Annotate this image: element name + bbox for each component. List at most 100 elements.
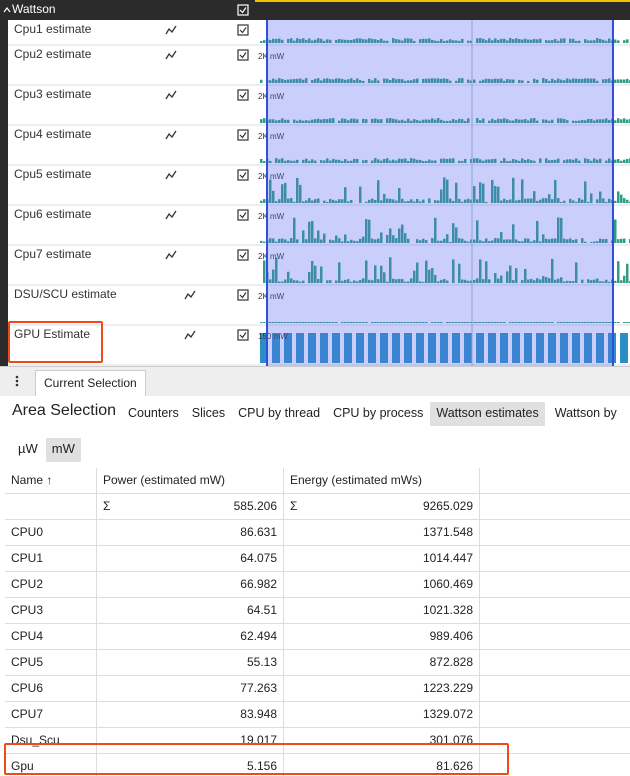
waveform-bar bbox=[329, 198, 332, 203]
waveform-bar bbox=[536, 120, 539, 123]
waveform-bar bbox=[287, 198, 290, 203]
column-header: Power (estimated mW) bbox=[103, 473, 226, 487]
waveform-bar bbox=[602, 322, 605, 323]
waveform-bar bbox=[485, 78, 488, 83]
table: Name ↑ Power (estimated mW) Energy (estima… bbox=[5, 468, 630, 776]
waveform-bar bbox=[308, 38, 311, 43]
waveform-bar bbox=[260, 240, 263, 243]
waveform-bar bbox=[518, 79, 521, 83]
waveform-bar bbox=[311, 221, 314, 243]
waveform-bar bbox=[290, 160, 293, 163]
waveform-bar bbox=[506, 119, 509, 123]
unit-button[interactable]: µW bbox=[18, 441, 38, 456]
checkbox[interactable] bbox=[237, 249, 249, 261]
table-cell: 1329.072 bbox=[284, 702, 480, 727]
waveform-bar bbox=[299, 322, 302, 323]
checkbox[interactable] bbox=[237, 329, 249, 341]
waveform-bar bbox=[353, 79, 356, 83]
waveform-bar bbox=[584, 181, 587, 203]
waveform-bar bbox=[368, 199, 371, 203]
waveform-bar bbox=[383, 158, 386, 163]
checkbox[interactable] bbox=[237, 129, 249, 141]
subtab[interactable]: Slices bbox=[191, 406, 226, 420]
menu-icon[interactable] bbox=[12, 372, 22, 392]
data-row: Gpu 5.156 81.626 bbox=[5, 754, 630, 776]
waveform-bar bbox=[329, 118, 332, 123]
waveform-bar bbox=[500, 160, 503, 163]
checkbox[interactable] bbox=[237, 289, 249, 301]
data-row: CPU3 64.51 1021.328 bbox=[5, 598, 630, 624]
waveform-bar bbox=[461, 119, 464, 123]
subtab[interactable]: Wattson estimates bbox=[430, 402, 545, 426]
column-header: Energy (estimated mWs) bbox=[290, 473, 423, 487]
waveform-bar bbox=[425, 38, 428, 43]
waveform-bar bbox=[509, 199, 512, 203]
waveform-bar bbox=[338, 39, 341, 43]
waveform-bar bbox=[617, 261, 620, 283]
waveform-bar bbox=[374, 39, 377, 43]
selection-area bbox=[267, 20, 613, 366]
waveform-bar bbox=[281, 79, 284, 83]
waveform-bar bbox=[608, 38, 611, 43]
table-cell: 64.51 bbox=[97, 598, 284, 623]
waveform-bar bbox=[365, 119, 368, 123]
waveform-bar bbox=[314, 119, 317, 123]
waveform-bar bbox=[545, 198, 548, 203]
waveform-bar bbox=[506, 271, 509, 283]
waveform-bar bbox=[464, 199, 467, 203]
collapse-icon[interactable] bbox=[3, 7, 11, 13]
waveform-bar bbox=[557, 322, 560, 323]
waveform-bar bbox=[389, 198, 392, 203]
waveform-bar bbox=[320, 80, 323, 83]
waveform-bar bbox=[308, 120, 311, 123]
checkbox[interactable] bbox=[237, 169, 249, 181]
panel-title: Area Selection bbox=[12, 402, 117, 419]
table-cell: 66.982 bbox=[97, 572, 284, 597]
checkbox[interactable] bbox=[237, 89, 249, 101]
waveform-bar bbox=[404, 281, 407, 283]
waveform-bar bbox=[404, 322, 407, 323]
waveform-bar bbox=[314, 322, 317, 323]
waveform-bar bbox=[356, 158, 359, 163]
waveform-bar bbox=[608, 198, 611, 203]
waveform-bar bbox=[344, 187, 347, 203]
waveform-bar bbox=[269, 238, 272, 243]
checkbox[interactable] bbox=[237, 4, 249, 16]
subtab[interactable]: CPU by process bbox=[333, 406, 424, 420]
subtab[interactable]: Counters bbox=[128, 406, 179, 420]
waveform-bar bbox=[416, 262, 419, 283]
waveform-bar bbox=[554, 159, 557, 163]
waveform-bar bbox=[272, 119, 275, 123]
waveform-bar bbox=[371, 198, 374, 203]
waveform-bar bbox=[413, 79, 416, 83]
waveform-bar bbox=[305, 120, 308, 123]
checkbox[interactable] bbox=[237, 49, 249, 61]
checkbox[interactable] bbox=[237, 209, 249, 221]
tab[interactable]: Current Selection bbox=[35, 370, 146, 396]
waveform-bar bbox=[446, 322, 449, 323]
waveform-bar bbox=[521, 39, 524, 43]
unit-button[interactable]: mW bbox=[45, 438, 81, 462]
waveform-bar bbox=[332, 158, 335, 163]
checkbox[interactable] bbox=[237, 24, 249, 36]
waveform-bar bbox=[617, 79, 620, 83]
waveform-bar bbox=[539, 279, 542, 283]
waveform-bar bbox=[494, 273, 497, 283]
waveform-bar bbox=[575, 78, 578, 83]
waveform-bar bbox=[524, 333, 532, 363]
waveform-bar bbox=[320, 239, 323, 243]
waveform-bar bbox=[338, 238, 341, 243]
waveform-bar bbox=[386, 281, 389, 283]
waveform-bar bbox=[503, 158, 506, 163]
waveform-bar bbox=[476, 278, 479, 283]
subtab[interactable]: CPU by thread bbox=[238, 406, 321, 420]
data-row: CPU2 66.982 1060.469 bbox=[5, 572, 630, 598]
waveform-bar bbox=[590, 193, 593, 203]
waveform-bar bbox=[323, 78, 326, 83]
waveform-bar bbox=[467, 280, 470, 283]
waveform-bar bbox=[581, 322, 584, 323]
waveform-bar bbox=[572, 281, 575, 283]
waveform-bar bbox=[380, 265, 383, 283]
waveform-bar bbox=[422, 238, 425, 243]
subtab[interactable]: Wattson by bbox=[554, 406, 617, 420]
